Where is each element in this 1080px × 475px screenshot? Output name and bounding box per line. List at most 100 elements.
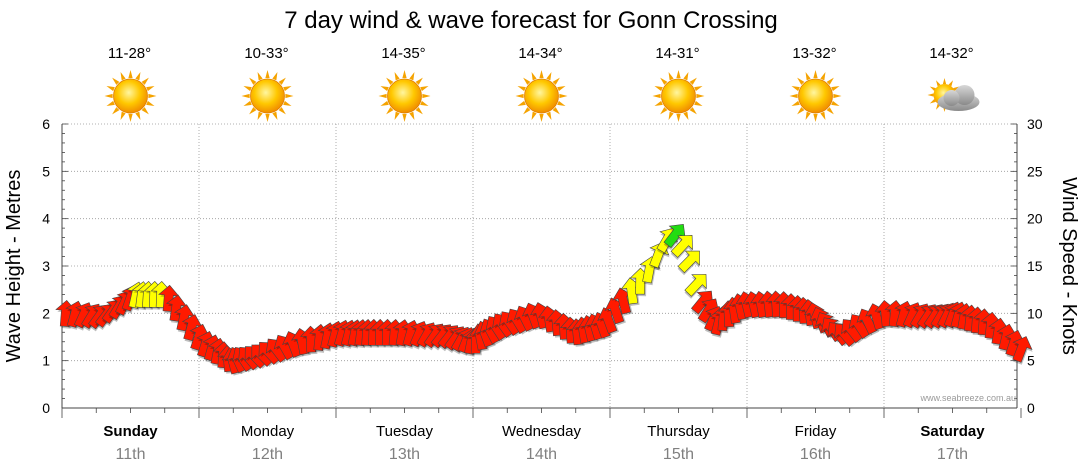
temperature-range: 14-32° [929,45,973,62]
sun-ray [820,111,826,121]
temperature-range: 13-32° [792,45,836,62]
wind-arrow-series [55,223,1033,376]
sun-ray [652,93,661,99]
wind-arrow [1012,336,1033,365]
wind-arrow [663,223,686,251]
sun-ray [805,111,811,121]
right-tick-label: 30 [1027,116,1043,132]
sun-ray [694,86,703,92]
sun-ray [559,93,568,99]
sun-ray [285,93,294,99]
temperature-range: 14-34° [518,45,562,62]
sun-ray [676,70,681,79]
sun-ray [539,70,544,79]
sun-ray [791,100,800,106]
sun-ray [128,70,133,79]
sun-ray [380,100,389,106]
wind-arrow [684,274,707,299]
cloud-shape [937,85,980,111]
right-tick-label: 10 [1027,305,1043,321]
sun-disc [798,78,833,114]
sun-ray [272,71,278,81]
sun-ray [146,100,155,106]
sun-rays [241,70,294,122]
day-name-label: Wednesday [502,423,581,440]
left-tick-label: 3 [42,258,50,274]
right-tick-label: 0 [1027,400,1035,416]
sun-ray [265,70,270,79]
sun-ray [517,86,526,92]
sun-ray [415,107,423,115]
sun-ray [265,113,270,122]
sun-ray [694,100,703,106]
sun-ray [257,111,263,121]
sun-ray [386,77,394,85]
sun-ray [929,99,936,104]
sun-ray [243,86,252,92]
right-tick-label: 20 [1027,211,1043,227]
sun-ray [523,107,531,115]
sun-ray [394,111,400,121]
sun-rays [104,70,157,122]
day-date-label: 15th [663,446,694,463]
sun-ray [531,111,537,121]
sun-ray [531,71,537,81]
plot-gridlines [62,123,1017,409]
sun-disc [661,78,696,114]
sun-ray [805,71,811,81]
sun-ray [676,113,681,122]
sun-ray [797,77,805,85]
sun-ray [415,77,423,85]
sun-ray [409,71,415,81]
sun-ray [515,93,524,99]
sun-ray [420,86,429,92]
sun-ray [141,107,149,115]
sun-ray [420,100,429,106]
sun-ray [128,113,133,122]
sun-ray [668,111,674,121]
sun-ray [820,71,826,81]
sun-ray [833,93,842,99]
sun-ray [422,93,431,99]
sun-ray [668,71,674,81]
sun-ray [942,78,947,85]
sun-disc [250,78,285,114]
day-date-label: 14th [526,446,557,463]
sun-rays [515,70,568,122]
day-name-label: Saturday [920,423,985,440]
sun-ray [660,107,668,115]
sun-ray [546,111,552,121]
sun-ray [249,77,257,85]
sun-ray [654,86,663,92]
day-name-label: Friday [795,423,837,440]
right-axis-title: Wind Speed - Knots [1058,177,1080,355]
sun-ray [402,70,407,79]
sun-rays [652,70,705,122]
wind-arrow-body [684,274,707,297]
sun-disc [113,78,148,114]
sun-ray [927,93,934,97]
wind-arrow-body [670,235,693,258]
sun-ray [929,86,936,91]
partly-cloudy-icon [927,78,980,112]
sun-ray [243,100,252,106]
day-date-label: 12th [252,446,283,463]
sun-ray [249,107,257,115]
sun-ray [552,107,560,115]
sun-ray [936,80,941,87]
sun-icon [104,70,157,122]
sun-disc [524,78,559,114]
plot-axes: 0 1 2 3 4 5 6 0 5 10 15 20 25 30 [42,116,1043,418]
sun-icon [652,70,705,122]
sun-ray [112,77,120,85]
sun-ray [106,86,115,92]
sun-ray [791,86,800,92]
sun-ray [826,77,834,85]
temperature-range: 10-33° [244,45,288,62]
sun-ray [546,71,552,81]
sun-ray [278,107,286,115]
right-tick-label: 5 [1027,353,1035,369]
left-tick-label: 4 [42,211,50,227]
wind-arrow [677,250,700,276]
sun-ray [378,93,387,99]
